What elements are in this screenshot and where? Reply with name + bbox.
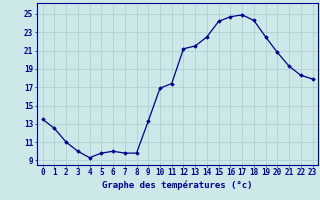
X-axis label: Graphe des températures (°c): Graphe des températures (°c) xyxy=(102,180,253,190)
